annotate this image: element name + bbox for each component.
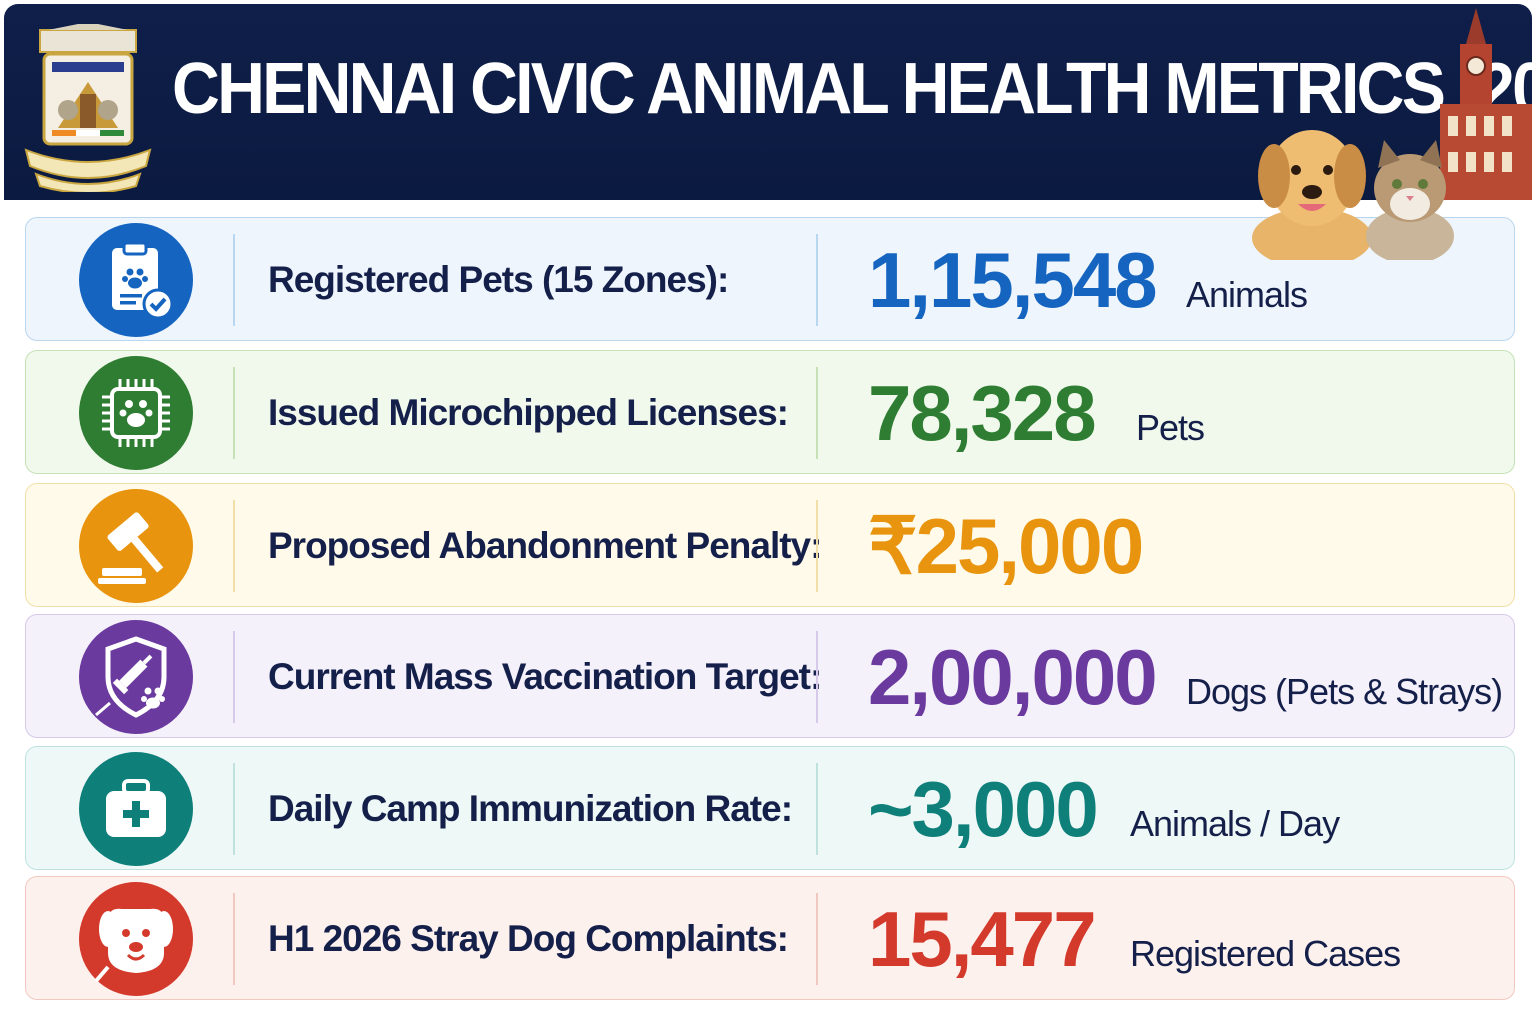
chennai-corporation-emblem-icon — [24, 24, 152, 192]
row-divider — [816, 893, 818, 985]
metric-row-vaccination-target: Current Mass Vaccination Target: 2,00,00… — [25, 614, 1515, 738]
metric-label: Current Mass Vaccination Target: — [268, 656, 822, 697]
metric-value: ~3,000 — [868, 764, 1099, 853]
metric-unit: Animals / Day — [1130, 803, 1340, 844]
metric-row-abandonment-penalty: Proposed Abandonment Penalty: ₹25,000 — [25, 483, 1515, 607]
metric-unit: Registered Cases — [1130, 933, 1401, 974]
row-divider — [816, 234, 818, 326]
metric-label: Issued Microchipped Licenses: — [268, 392, 789, 433]
row-divider — [816, 763, 818, 855]
metric-label: H1 2026 Stray Dog Complaints: — [268, 918, 789, 959]
metric-value: 15,477 — [868, 894, 1097, 983]
row-divider — [233, 500, 235, 592]
metric-unit: Animals — [1186, 274, 1308, 315]
medical-kit-icon — [78, 751, 194, 867]
dog-face-icon — [78, 881, 194, 997]
row-divider — [816, 631, 818, 723]
metric-label: Proposed Abandonment Penalty: — [268, 525, 822, 566]
header-banner: CHENNAI CIVIC ANIMAL HEALTH METRICS (202… — [4, 4, 1532, 200]
metric-value: 78,328 — [868, 368, 1097, 457]
row-divider — [816, 500, 818, 592]
shield-syringe-paw-icon — [78, 619, 194, 735]
metric-label: Registered Pets (15 Zones): — [268, 259, 729, 300]
ripon-building-icon — [1440, 8, 1532, 200]
gavel-icon — [78, 488, 194, 604]
row-divider — [233, 367, 235, 459]
metric-row-immunization-rate: Daily Camp Immunization Rate: ~3,000 Ani… — [25, 746, 1515, 870]
metric-value: 2,00,000 — [868, 632, 1158, 721]
metric-value: ₹25,000 — [868, 501, 1144, 590]
row-divider — [233, 893, 235, 985]
metric-unit: Dogs (Pets & Strays) — [1186, 671, 1503, 712]
metric-label: Daily Camp Immunization Rate: — [268, 788, 793, 829]
clipboard-paw-icon — [78, 222, 194, 338]
dog-and-cat-illustration — [1252, 130, 1454, 260]
row-divider — [233, 763, 235, 855]
metric-value: 1,15,548 — [868, 235, 1158, 324]
row-divider — [816, 367, 818, 459]
microchip-paw-icon — [78, 355, 194, 471]
row-divider — [233, 234, 235, 326]
row-divider — [233, 631, 235, 723]
metric-unit: Pets — [1136, 407, 1205, 448]
page-title: CHENNAI CIVIC ANIMAL HEALTH METRICS (202… — [172, 49, 1532, 129]
metric-row-microchipped-licenses: Issued Microchipped Licenses: 78,328 Pet… — [25, 350, 1515, 474]
metric-row-stray-dog-complaints: H1 2026 Stray Dog Complaints: 15,477 Reg… — [25, 876, 1515, 1000]
